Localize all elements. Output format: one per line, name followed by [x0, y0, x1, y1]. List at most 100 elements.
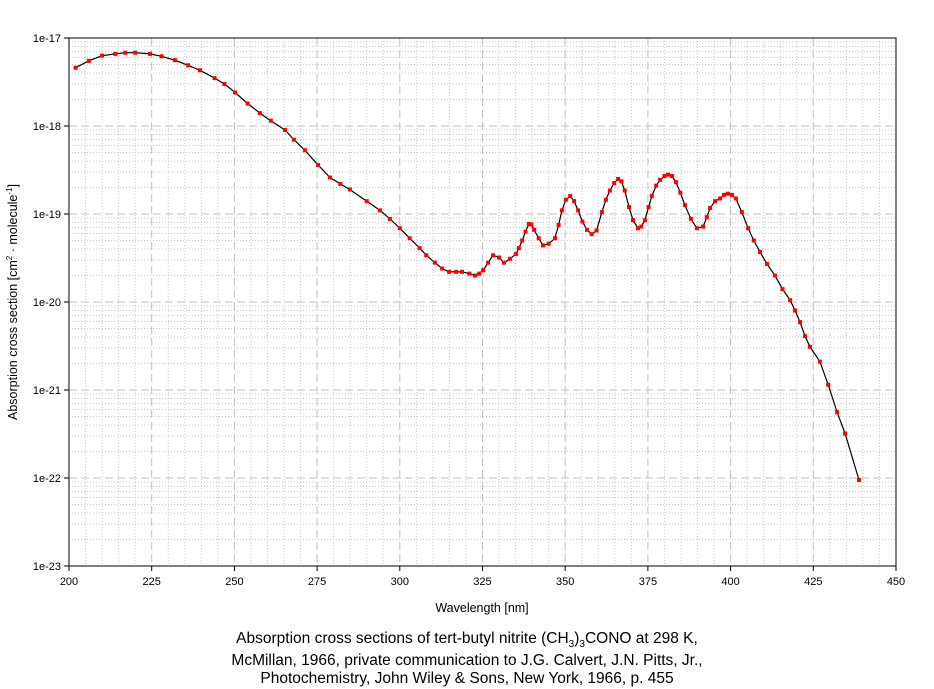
data-point	[572, 199, 577, 204]
data-point	[639, 224, 644, 229]
data-point	[576, 208, 581, 213]
data-point	[713, 199, 718, 204]
data-point	[472, 273, 477, 278]
x-tick-label: 450	[887, 576, 905, 588]
data-point	[268, 118, 273, 123]
y-tick-label: 1e-23	[33, 561, 61, 573]
data-point	[212, 76, 217, 81]
data-point	[729, 192, 734, 197]
data-point	[364, 199, 369, 204]
data-point	[257, 111, 262, 116]
data-point	[662, 174, 667, 179]
data-point	[233, 90, 238, 95]
data-point	[86, 58, 91, 63]
data-point	[764, 262, 769, 267]
series-line	[75, 52, 860, 481]
data-point	[481, 268, 486, 273]
data-point	[670, 174, 675, 179]
data-point	[148, 51, 153, 56]
data-point	[798, 320, 803, 325]
data-point	[607, 188, 612, 193]
data-point	[440, 266, 445, 271]
data-point	[733, 196, 738, 201]
data-point	[856, 477, 861, 482]
data-point	[486, 260, 491, 265]
data-point	[397, 226, 402, 231]
data-point	[708, 205, 713, 210]
data-point	[751, 238, 756, 243]
data-point	[532, 227, 537, 232]
chart-svg: 200 225 250 275 300 325 350 375 400 425 450 1e-17 1e…	[5, 33, 905, 615]
data-point	[347, 187, 352, 192]
data-point	[627, 205, 632, 210]
data-point	[523, 229, 528, 234]
data-point	[159, 54, 164, 59]
data-point	[541, 243, 546, 248]
data-point	[616, 176, 621, 181]
data-point	[123, 50, 128, 55]
data-point	[387, 216, 392, 221]
data-series	[73, 50, 861, 482]
data-point	[594, 228, 599, 233]
data-point	[407, 236, 412, 241]
data-point	[642, 218, 647, 223]
grid	[69, 38, 896, 566]
data-point	[646, 205, 651, 210]
data-point	[654, 183, 659, 188]
data-point	[599, 210, 604, 215]
data-point	[721, 192, 726, 197]
data-point	[817, 359, 822, 364]
data-point	[546, 241, 551, 246]
data-point	[780, 287, 785, 292]
data-point	[133, 50, 138, 55]
data-point	[186, 63, 191, 68]
x-tick-label: 275	[308, 576, 326, 588]
data-point	[73, 65, 78, 70]
data-point	[513, 252, 518, 257]
data-point	[424, 253, 429, 258]
data-point	[807, 344, 812, 349]
x-tick-label: 250	[225, 576, 243, 588]
caption-line-3: Photochemistry, John Wiley & Sons, New Y…	[260, 670, 674, 687]
x-tick-label: 225	[143, 576, 161, 588]
data-point	[291, 137, 296, 142]
data-point	[746, 226, 751, 231]
data-point	[658, 177, 663, 182]
data-point	[635, 226, 640, 231]
data-point	[502, 260, 507, 265]
data-point	[619, 179, 624, 184]
data-point	[701, 224, 706, 229]
data-point	[739, 210, 744, 215]
data-point	[772, 273, 777, 278]
data-point	[447, 269, 452, 274]
data-point	[678, 190, 683, 195]
data-point	[725, 191, 730, 196]
data-point	[507, 256, 512, 261]
x-tick-label: 425	[804, 576, 822, 588]
x-tick-label: 400	[721, 576, 739, 588]
data-point	[589, 232, 594, 237]
data-point	[477, 271, 482, 276]
data-point	[674, 180, 679, 185]
data-point	[843, 431, 848, 436]
y-axis-label: Absorption cross section [cm2 · molecule…	[5, 184, 20, 420]
x-tick-label: 325	[473, 576, 491, 588]
data-point	[704, 215, 709, 220]
data-point	[316, 163, 321, 168]
data-point	[302, 148, 307, 153]
data-point	[563, 197, 568, 202]
data-point	[682, 203, 687, 208]
data-point	[788, 298, 793, 303]
data-point	[666, 172, 671, 177]
data-point	[556, 222, 561, 227]
data-point	[459, 269, 464, 274]
caption-line-2: McMillan, 1966, private communication to…	[231, 652, 703, 669]
data-point	[631, 218, 636, 223]
data-point	[718, 196, 723, 201]
y-tick-label: 1e-17	[33, 33, 61, 45]
data-point	[688, 216, 693, 221]
data-point	[377, 208, 382, 213]
x-tick-label: 350	[556, 576, 574, 588]
data-point	[826, 382, 831, 387]
y-tick-label: 1e-22	[33, 473, 61, 485]
